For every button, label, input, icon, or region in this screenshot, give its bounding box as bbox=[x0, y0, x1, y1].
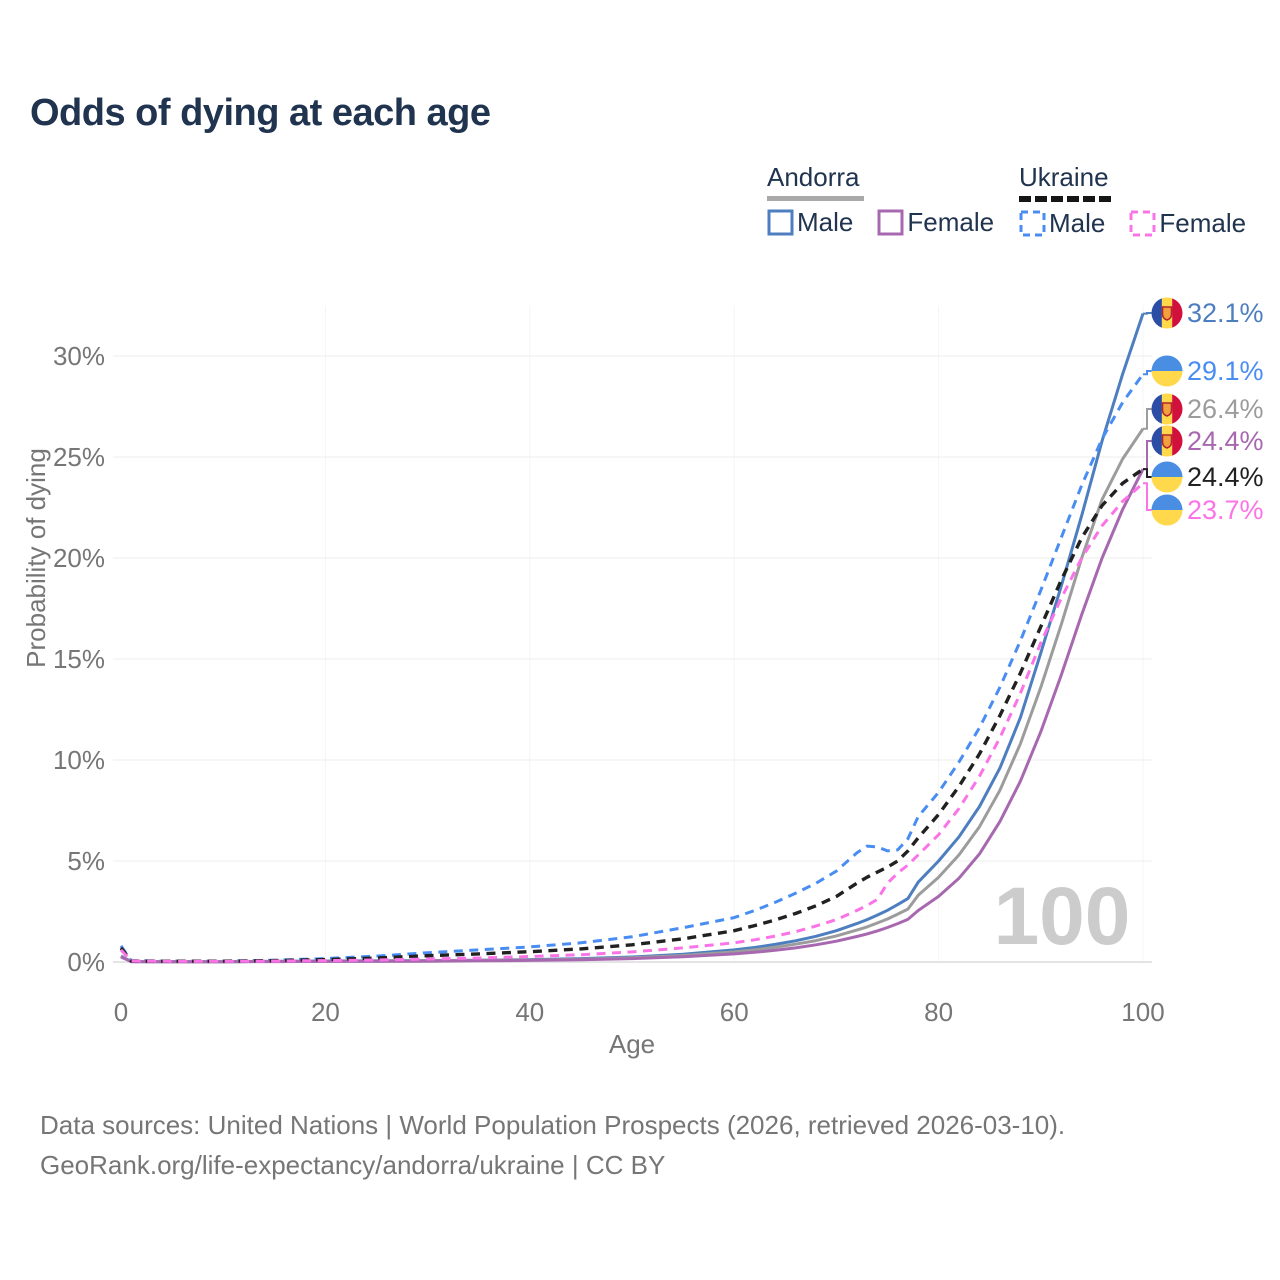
legend-group-andorra: Andorra Male Female bbox=[767, 162, 994, 238]
andorra-flag-icon bbox=[1151, 425, 1183, 457]
series-line-ukraine-female bbox=[119, 482, 1144, 963]
andorra-male-swatch-icon bbox=[767, 209, 794, 236]
flag-red-stripe bbox=[1172, 297, 1183, 329]
y-tick-label: 25% bbox=[53, 442, 105, 472]
flag-emblem bbox=[1161, 434, 1173, 449]
series-line-andorra-male bbox=[120, 313, 1145, 964]
end-label-ukraine-female: 23.7% bbox=[1187, 495, 1264, 525]
flag-yellow-band bbox=[1151, 510, 1183, 526]
ukraine-flag-icon bbox=[1151, 494, 1183, 526]
flag-red-stripe bbox=[1172, 393, 1183, 425]
legend-items-ukraine: Male Female bbox=[1019, 208, 1246, 239]
footer-attribution-link: GeoRank.org/life-expectancy/andorra/ukra… bbox=[40, 1150, 666, 1180]
andorra-female-swatch-icon bbox=[877, 209, 904, 236]
series-line-ukraine-both bbox=[119, 467, 1144, 963]
x-tick-label: 80 bbox=[924, 997, 953, 1027]
legend-items-andorra: Male Female bbox=[767, 207, 994, 238]
flag-blue-stripe bbox=[1151, 425, 1163, 457]
x-tick-label: 20 bbox=[311, 997, 340, 1027]
end-label-ukraine-both: 24.4% bbox=[1187, 462, 1264, 492]
flag-yellow-band bbox=[1151, 371, 1183, 387]
legend-andorra-line-swatch bbox=[767, 196, 864, 201]
legend-item-ukraine-female[interactable]: Female bbox=[1129, 208, 1246, 239]
y-tick-label: 15% bbox=[53, 644, 105, 674]
legend-item-ukraine-male[interactable]: Male bbox=[1019, 208, 1105, 239]
flag-emblem bbox=[1161, 402, 1173, 417]
flag-yellow-band bbox=[1151, 477, 1183, 493]
andorra-female-swatch-border bbox=[877, 209, 904, 236]
legend-label-ukraine-male: Male bbox=[1049, 208, 1106, 238]
flag-blue-band bbox=[1151, 461, 1183, 477]
leader-ukraine-both bbox=[1143, 468, 1152, 478]
end-label-andorra-female: 24.4% bbox=[1187, 426, 1264, 456]
end-label-andorra-male: 32.1% bbox=[1187, 298, 1264, 328]
legend-group-ukraine: Ukraine Male Female bbox=[1019, 162, 1246, 239]
andorra-flag-icon bbox=[1151, 297, 1183, 329]
footer: Data sources: United Nations | World Pop… bbox=[40, 1105, 1065, 1185]
y-tick-label: 0% bbox=[67, 947, 105, 977]
x-axis-title: Age bbox=[609, 1029, 655, 1059]
flag-blue-stripe bbox=[1151, 393, 1163, 425]
legend-item-andorra-male[interactable]: Male bbox=[767, 207, 853, 238]
y-tick-label: 10% bbox=[53, 745, 105, 775]
footer-data-sources: Data sources: United Nations | World Pop… bbox=[40, 1110, 1066, 1140]
leader-ukraine-female bbox=[1143, 482, 1152, 511]
watermark-age-label: 100 bbox=[994, 871, 1131, 962]
end-label-ukraine-male: 29.1% bbox=[1187, 356, 1264, 386]
ukraine-flag-icon bbox=[1151, 461, 1183, 493]
leader-andorra-male bbox=[1143, 312, 1152, 315]
legend-label-ukraine-female: Female bbox=[1159, 208, 1247, 238]
leader-andorra-female bbox=[1143, 440, 1152, 471]
ukraine-flag-icon bbox=[1151, 355, 1183, 387]
y-tick-label: 30% bbox=[53, 341, 105, 371]
page-title: Odds of dying at each age bbox=[30, 92, 491, 134]
andorra-male-swatch-border bbox=[767, 209, 794, 236]
flag-blue-band bbox=[1151, 355, 1183, 371]
andorra-flag-icon bbox=[1151, 393, 1183, 425]
x-tick-label: 40 bbox=[515, 997, 544, 1027]
series-line-andorra-both bbox=[120, 427, 1145, 964]
flag-emblem bbox=[1161, 306, 1173, 321]
andorra-female-swatch-rect bbox=[877, 209, 904, 236]
y-tick-label: 5% bbox=[67, 846, 105, 876]
legend-label-andorra-female: Female bbox=[907, 207, 995, 237]
flag-blue-stripe bbox=[1151, 297, 1163, 329]
series-line-ukraine-male bbox=[119, 373, 1145, 963]
y-tick-label: 20% bbox=[53, 543, 105, 573]
legend-andorra-label[interactable]: Andorra bbox=[767, 162, 860, 192]
end-label-andorra-both: 26.4% bbox=[1187, 394, 1264, 424]
y-axis-title: Probability of dying bbox=[21, 448, 51, 668]
legend-label-andorra-male: Male bbox=[797, 207, 854, 237]
leader-ukraine-male bbox=[1143, 370, 1152, 376]
x-tick-label: 60 bbox=[720, 997, 749, 1027]
flag-blue-band bbox=[1151, 494, 1183, 510]
x-tick-label: 100 bbox=[1121, 997, 1164, 1027]
x-tick-label: 0 bbox=[114, 997, 128, 1027]
legend-item-andorra-female[interactable]: Female bbox=[877, 207, 994, 238]
legend-ukraine-label[interactable]: Ukraine bbox=[1019, 162, 1109, 192]
series-line-andorra-female bbox=[120, 468, 1145, 964]
flag-red-stripe bbox=[1172, 425, 1183, 457]
legend-ukraine-line-swatch bbox=[1019, 196, 1111, 202]
leader-andorra-both bbox=[1143, 408, 1152, 430]
andorra-male-swatch-rect bbox=[767, 209, 794, 236]
